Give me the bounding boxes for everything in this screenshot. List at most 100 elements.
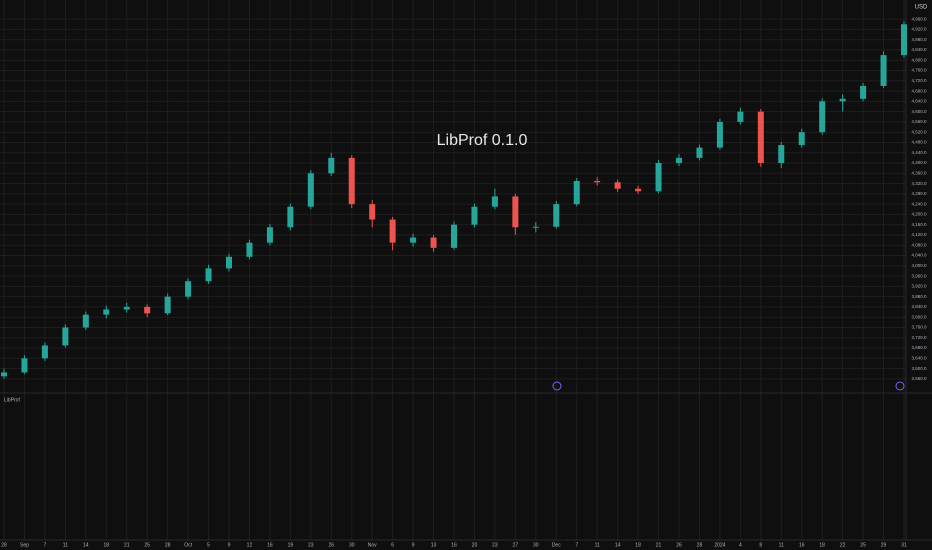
candle-body [655,163,662,192]
x-tick-label: 7 [44,542,47,548]
candle-body [246,242,253,257]
candle-body [369,204,376,220]
y-tick-label: 4,320.0 [911,181,927,186]
candle-body [676,157,682,164]
x-tick-label: 9 [412,542,415,548]
x-tick-label: 27 [513,542,519,548]
candle-body [410,237,417,243]
event-marker[interactable] [895,381,905,391]
candle-body [266,227,273,243]
x-tick-label: 23 [308,542,314,548]
x-tick-label: 18 [819,542,825,548]
y-tick-label: 3,560.0 [911,376,927,381]
candle-body [21,358,28,373]
x-tick-label: 25 [144,542,150,548]
event-marker[interactable] [552,381,562,391]
x-tick-label: 16 [799,542,805,548]
candle-body [144,306,151,314]
x-tick-label: 21 [124,542,130,548]
y-tick-label: 4,520.0 [911,129,927,134]
y-tick-label: 3,640.0 [911,355,927,360]
x-tick-label: 12 [247,542,253,548]
x-tick-label: 28 [697,542,703,548]
y-tick-label: 4,880.0 [911,37,927,42]
x-tick-label: 18 [103,542,109,548]
candle-body [103,309,110,315]
x-tick-label: 7 [575,542,578,548]
x-tick-label: 11 [779,542,784,548]
candle-body [573,181,580,205]
y-tick-label: 4,280.0 [911,191,927,196]
candle-body [430,237,437,248]
x-tick-label: 19 [288,542,294,548]
x-tick-label: 11 [595,542,600,548]
x-tick-label: 18 [635,542,641,548]
y-tick-label: 3,680.0 [911,345,927,350]
candle-body [62,327,69,346]
y-tick-label: 3,960.0 [911,273,927,278]
y-tick-label: 4,720.0 [911,78,927,83]
x-tick-label: Oct [184,542,192,548]
candle-body [451,224,457,248]
x-tick-label: 26 [676,542,682,548]
candle-body [348,157,355,205]
candle-body [226,256,232,269]
y-tick-label: 3,760.0 [911,325,927,330]
y-tick-label: 4,840.0 [911,47,927,52]
x-tick-label: 11 [63,542,68,548]
candle-body [307,173,314,207]
y-tick-label: 3,800.0 [911,314,927,319]
y-tick-label: 3,600.0 [911,366,927,371]
candle-body [696,147,703,158]
grid [0,0,906,540]
watermark-title: LibProf 0.1.0 [437,132,528,149]
y-tick-label: 3,840.0 [911,304,927,309]
candle-body [757,111,764,164]
y-tick-label: 4,760.0 [911,68,927,73]
x-tick-label: 29 [881,542,887,548]
candle-body [205,268,212,282]
y-tick-label: 4,160.0 [911,222,927,227]
x-tick-label: 13 [431,542,437,548]
y-tick-label: 4,120.0 [911,232,927,237]
candle-body [737,111,744,122]
x-tick-label: 31 [901,542,907,548]
y-tick-label: 4,800.0 [911,57,927,62]
indicator-label: LibProf [4,397,20,403]
candle-body [512,196,519,228]
x-tick-label: Sep [20,542,29,548]
candle-body [880,55,887,86]
candle-body [901,24,907,56]
candle-body [819,101,826,133]
y-tick-label: 4,200.0 [911,212,927,217]
x-tick-label: 30 [533,542,539,548]
candle-body [164,296,171,314]
x-tick-label: Nov [368,542,377,548]
x-tick-label: 6 [391,542,394,548]
currency-label: USD [915,5,928,11]
x-tick-label: 8 [759,542,762,548]
candle-body [614,182,621,189]
y-tick-label: 4,640.0 [911,99,927,104]
x-tick-label: 5 [207,542,210,548]
y-tick-label: 4,240.0 [911,201,927,206]
candles [1,21,907,379]
candle-body [287,206,294,228]
x-tick-label: 25 [860,542,866,548]
candle-body [491,196,498,207]
x-tick-label: 14 [83,542,89,548]
axis-labels: 3,560.0 3,600.0 3,640.0 3,680.0 3,720.0 3,760… [1,16,927,548]
candle-body [41,345,48,359]
y-tick-label: 3,720.0 [911,335,927,340]
candle-body [553,204,560,227]
x-tick-label: 28 [1,542,7,548]
y-tick-label: 4,080.0 [911,242,927,247]
candle-body [123,306,130,310]
x-tick-label: 23 [492,542,498,548]
y-tick-label: 3,880.0 [911,294,927,299]
y-tick-label: 4,440.0 [911,150,927,155]
candle-body [471,206,478,225]
y-tick-label: 4,000.0 [911,263,927,268]
